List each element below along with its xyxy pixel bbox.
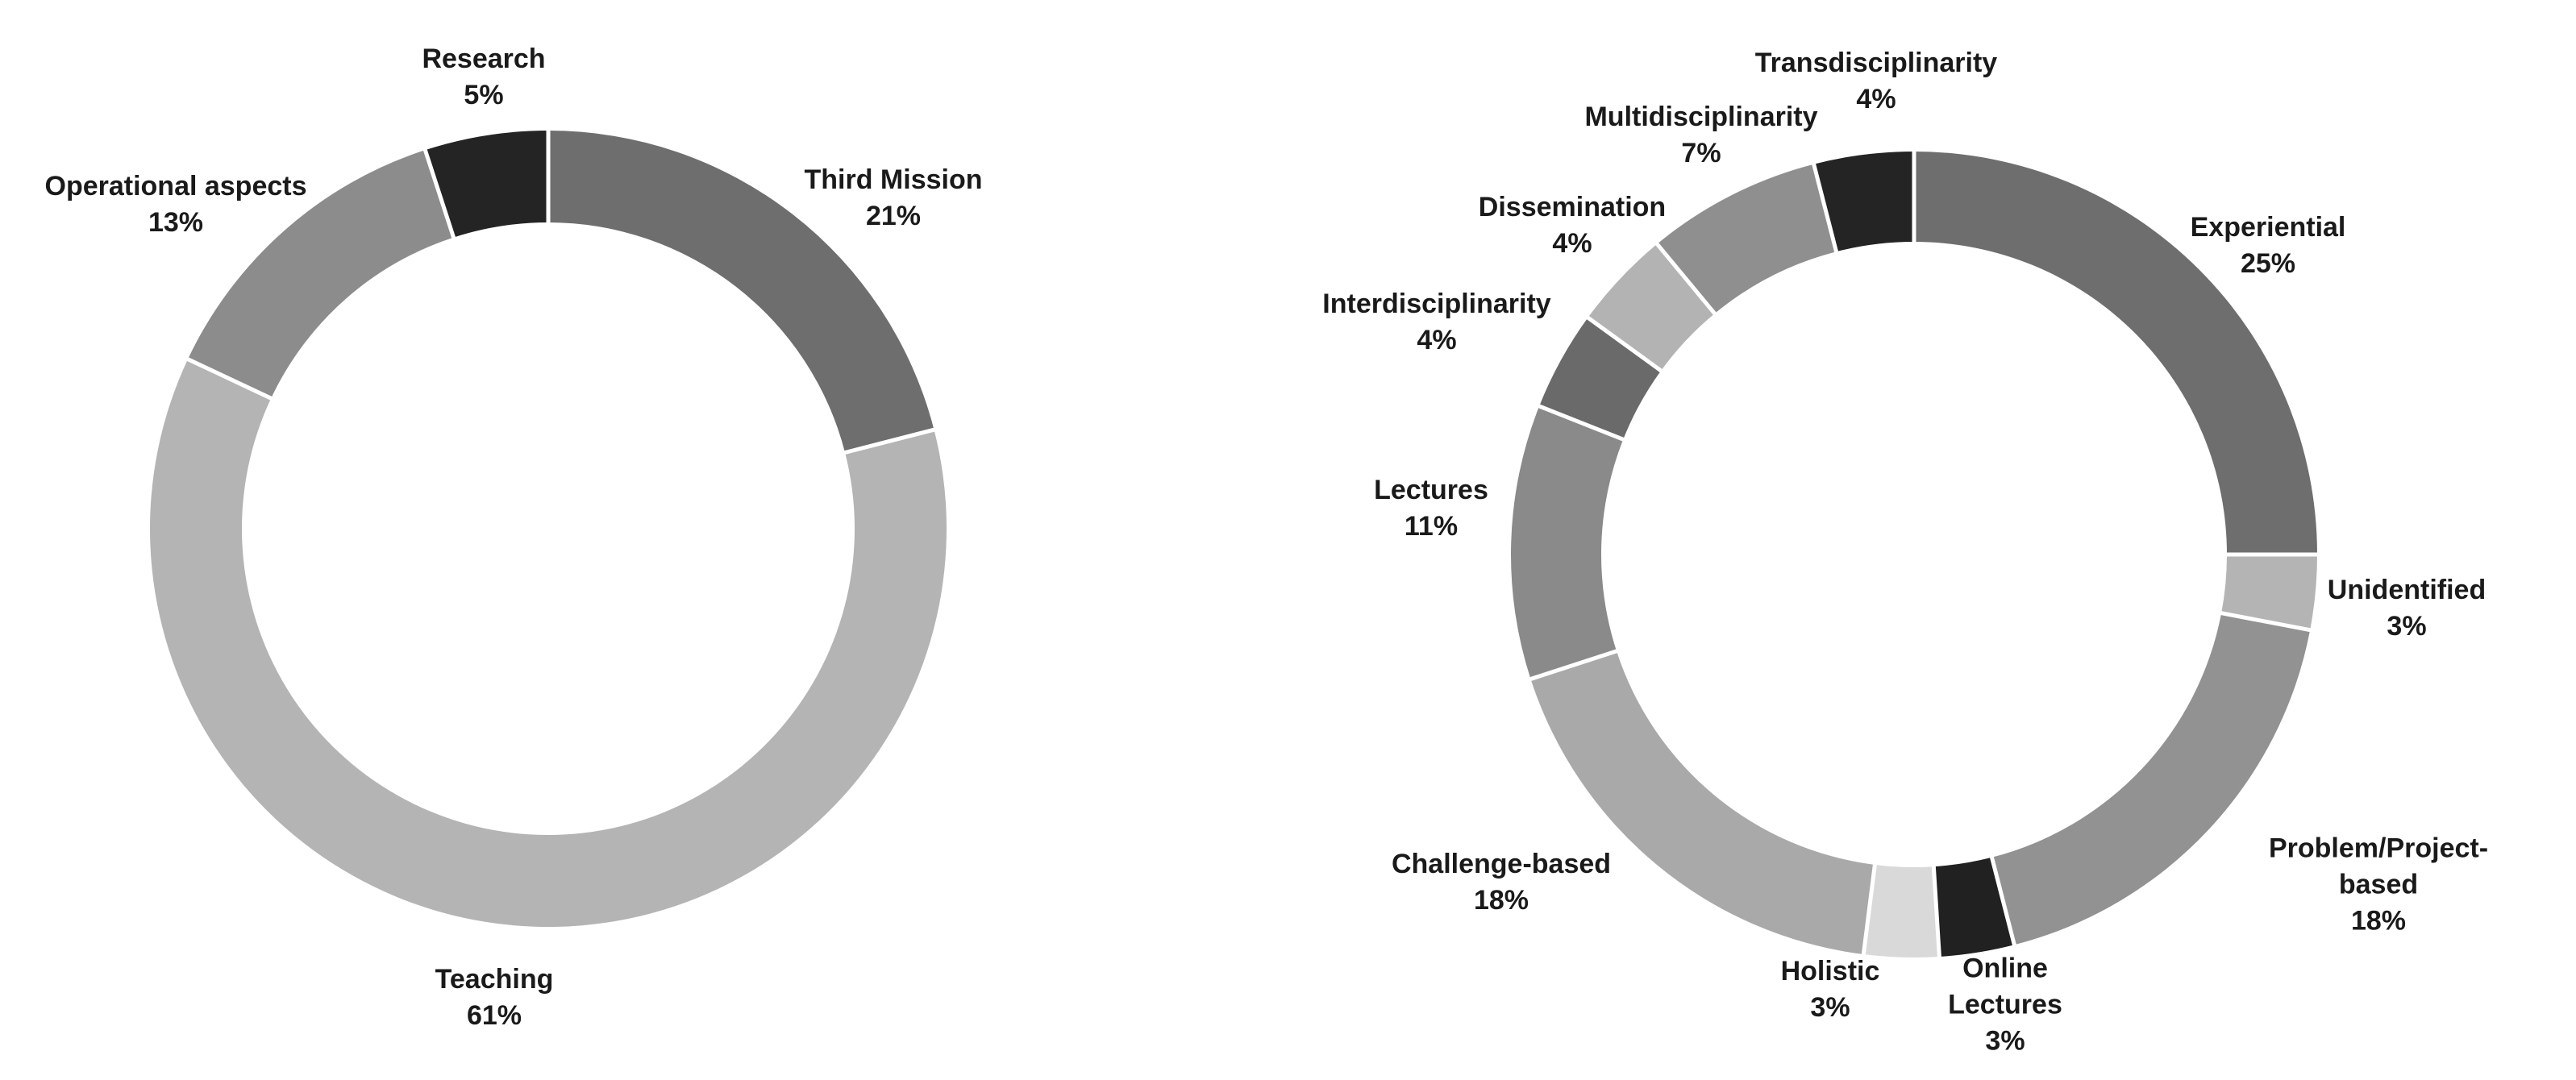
segment-divider bbox=[1537, 403, 1626, 442]
segment-divider bbox=[1654, 241, 1717, 317]
segment-label-lectures: Lectures 11% bbox=[1374, 475, 1488, 542]
donut-segment-challenge-based bbox=[1530, 650, 1875, 955]
segment-divider bbox=[843, 427, 937, 455]
segment-label-interdisciplinarity: Interdisciplinarity 4% bbox=[1322, 289, 1551, 355]
segment-divider bbox=[1528, 648, 1619, 682]
donut-segment-research bbox=[425, 131, 548, 238]
segment-divider bbox=[422, 147, 456, 240]
donut-segment-holistic bbox=[1863, 864, 1940, 957]
segment-label-unidentified: Unidentified 3% bbox=[2327, 575, 2487, 642]
donut-segment-interdisciplinarity bbox=[1539, 318, 1662, 440]
segment-label-operational-aspects: Operational aspects 13% bbox=[44, 171, 307, 238]
segment-label-problem-project-based: Problem/Project-based 18% bbox=[2268, 833, 2489, 937]
donut-segment-teaching bbox=[150, 359, 947, 927]
segment-label-multidisciplinarity: Multidisciplinarity 7% bbox=[1584, 102, 1818, 168]
segment-label-online-lectures: Online Lectures 3% bbox=[1948, 953, 2062, 1057]
donut-segment-transdisciplinarity bbox=[1813, 152, 1914, 252]
segment-label-holistic: Holistic 3% bbox=[1780, 956, 1880, 1023]
segment-label-transdisciplinarity: Transdisciplinarity 4% bbox=[1754, 48, 1998, 114]
donut-segment-multidisciplinarity bbox=[1657, 164, 1837, 314]
segment-divider bbox=[1811, 162, 1839, 254]
donut-segment-online-lectures bbox=[1933, 857, 2015, 957]
right-donut-ring bbox=[1511, 150, 2319, 959]
donut-segment-unidentified bbox=[2221, 555, 2317, 630]
donut-segment-problem-project-based bbox=[1991, 613, 2311, 945]
donut-segment-lectures bbox=[1511, 405, 1624, 679]
segment-label-research: Research 5% bbox=[422, 44, 546, 110]
segment-divider bbox=[1931, 865, 1942, 959]
donut-segment-third-mission bbox=[548, 131, 934, 453]
segment-label-experiential: Experiential 25% bbox=[2190, 212, 2346, 279]
segment-divider bbox=[1585, 314, 1664, 374]
segment-divider bbox=[2219, 610, 2312, 633]
donut-segment-operational-aspects bbox=[188, 150, 454, 399]
segment-label-teaching: Teaching 61% bbox=[435, 964, 554, 1031]
segment-divider bbox=[1989, 855, 2017, 947]
segment-divider bbox=[1861, 862, 1878, 957]
donut-segment-experiential bbox=[1914, 152, 2317, 555]
segment-label-third-mission: Third Mission 21% bbox=[804, 164, 983, 231]
segment-label-challenge-based: Challenge-based 18% bbox=[1391, 849, 1612, 916]
segment-divider bbox=[185, 356, 274, 401]
left-donut-ring bbox=[150, 129, 947, 927]
segment-label-dissemination: Dissemination 4% bbox=[1478, 192, 1667, 259]
